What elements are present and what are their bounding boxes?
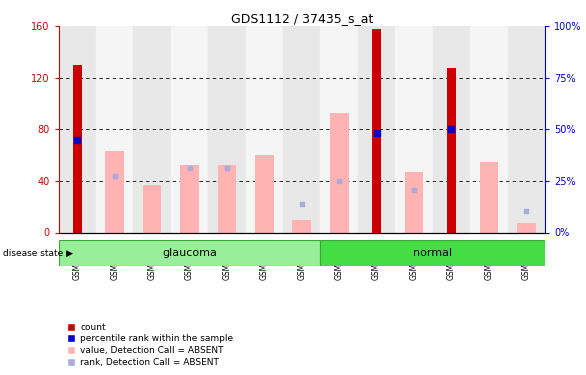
Text: normal: normal	[413, 248, 452, 258]
Point	[297, 201, 306, 207]
Bar	[292, 220, 311, 232]
Bar	[517, 224, 536, 232]
Bar	[283, 26, 321, 233]
Bar	[507, 26, 545, 233]
Bar	[217, 165, 236, 232]
Point	[410, 187, 419, 193]
Legend: count, percentile rank within the sample, value, Detection Call = ABSENT, rank, : count, percentile rank within the sample…	[63, 319, 237, 370]
Bar	[321, 26, 358, 233]
Bar	[180, 165, 199, 232]
Bar	[96, 26, 134, 233]
Bar	[432, 26, 470, 233]
Bar	[447, 68, 456, 232]
Bar	[396, 26, 432, 233]
Point	[73, 137, 82, 143]
Text: disease state ▶: disease state ▶	[3, 249, 73, 258]
Bar	[171, 26, 208, 233]
Point	[447, 126, 456, 132]
Bar	[372, 29, 381, 233]
Bar	[470, 26, 507, 233]
Bar	[358, 26, 396, 233]
Point	[222, 165, 231, 171]
Bar	[73, 65, 82, 232]
Point	[522, 208, 531, 214]
Bar	[105, 151, 124, 232]
Bar	[59, 26, 96, 233]
Bar	[134, 26, 171, 233]
Text: glaucoma: glaucoma	[162, 248, 217, 258]
Bar	[143, 185, 162, 232]
Point	[110, 173, 120, 179]
Bar	[246, 26, 283, 233]
Point	[185, 165, 194, 171]
Point	[335, 178, 344, 184]
Bar	[208, 26, 246, 233]
Title: GDS1112 / 37435_s_at: GDS1112 / 37435_s_at	[231, 12, 373, 25]
Bar	[321, 240, 545, 266]
Bar	[479, 162, 498, 232]
Bar	[59, 240, 321, 266]
Bar	[330, 112, 349, 232]
Bar	[255, 155, 274, 232]
Point	[372, 130, 381, 136]
Bar	[405, 172, 424, 232]
